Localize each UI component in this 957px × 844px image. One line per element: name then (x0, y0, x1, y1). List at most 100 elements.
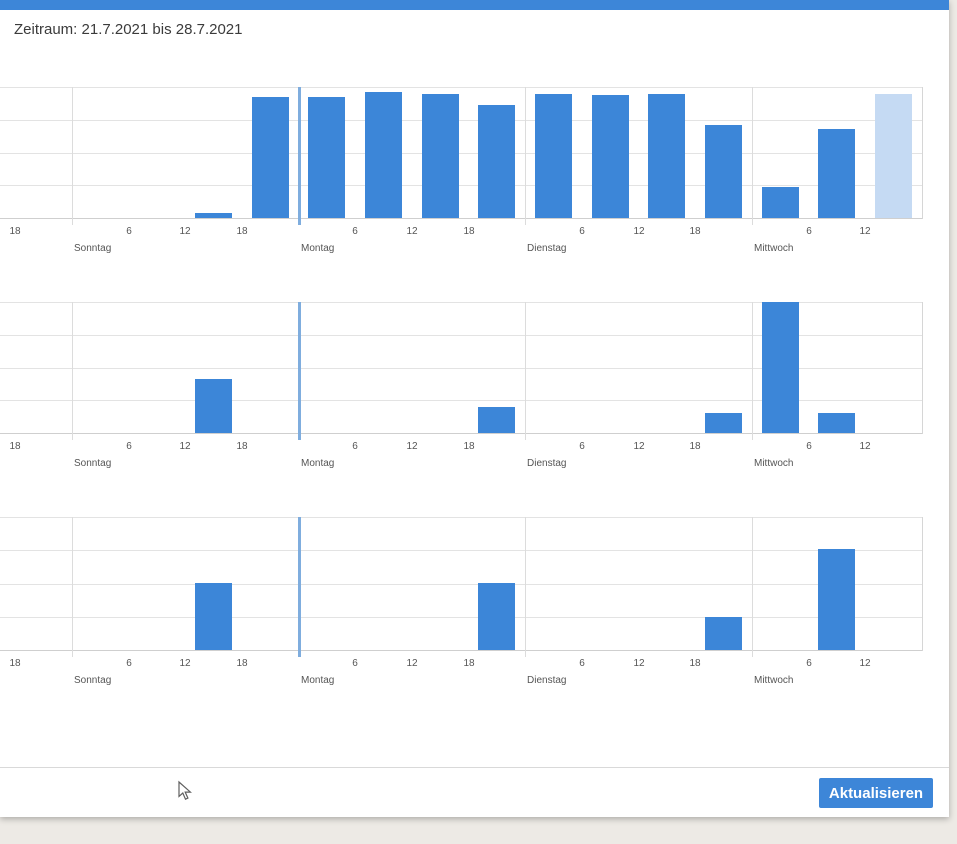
x-tick-label: 12 (859, 226, 871, 237)
x-tick-label: 6 (352, 226, 358, 237)
day-label: Sonntag (74, 243, 112, 254)
x-tick-label: 18 (463, 441, 475, 452)
x-tick-label: 6 (352, 658, 358, 669)
x-tick-label: 12 (859, 658, 871, 669)
day-label: Dienstag (527, 243, 567, 254)
x-tick-label: 6 (579, 441, 585, 452)
bar (195, 583, 232, 650)
footer-divider (0, 767, 949, 768)
x-tick-label: 18 (463, 658, 475, 669)
x-tick-label: 18 (236, 441, 248, 452)
x-tick-label: 12 (633, 226, 645, 237)
refresh-button[interactable]: Aktualisieren (819, 778, 933, 808)
day-label: Mittwoch (754, 458, 794, 469)
week-start-marker (298, 302, 301, 440)
x-axis-line (0, 650, 922, 651)
day-label: Montag (301, 675, 335, 686)
bar (252, 97, 289, 218)
x-tick-label: 6 (806, 226, 812, 237)
x-tick-label: 12 (406, 441, 418, 452)
y-gridline (0, 87, 922, 88)
day-separator (752, 517, 753, 657)
x-tick-label: 12 (633, 658, 645, 669)
bar (705, 413, 742, 433)
y-gridline (0, 120, 922, 121)
dialog-top-accent-bar (0, 0, 949, 10)
week-start-marker (298, 517, 301, 657)
charts-container: 18 6 12 18 6 12 18 6 12 18 6 12 Sonntag Montag Diensta… (0, 87, 923, 686)
bar (478, 105, 515, 218)
day-label: Mittwoch (754, 675, 794, 686)
x-tick-label: 6 (579, 658, 585, 669)
x-tick-label: 6 (126, 658, 132, 669)
y-gridline (0, 368, 922, 369)
x-tick-label: 6 (806, 441, 812, 452)
bar (365, 92, 402, 218)
x-tick-label: 6 (579, 226, 585, 237)
day-separator (72, 302, 73, 440)
y-gridline (0, 550, 922, 551)
bar (762, 302, 799, 433)
y-gridline (0, 584, 922, 585)
x-tick-label: 12 (406, 658, 418, 669)
day-label: Sonntag (74, 458, 112, 469)
x-tick-label: 12 (179, 441, 191, 452)
plot-right-border (922, 87, 923, 219)
day-label: Montag (301, 243, 335, 254)
bar (818, 129, 855, 218)
x-tick-label: 12 (179, 658, 191, 669)
bar (195, 379, 232, 433)
x-tick-label: 12 (179, 226, 191, 237)
x-tick-label: 6 (126, 226, 132, 237)
y-gridline (0, 302, 922, 303)
x-tick-label: 18 (236, 658, 248, 669)
day-label: Dienstag (527, 675, 567, 686)
x-tick-label: 12 (859, 441, 871, 452)
x-tick-label: 12 (633, 441, 645, 452)
x-tick-label: 18 (9, 441, 21, 452)
plot-right-border (922, 302, 923, 434)
x-axis-line (0, 433, 922, 434)
bar (705, 617, 742, 650)
x-tick-label: 18 (689, 658, 701, 669)
x-tick-label: 6 (806, 658, 812, 669)
week-start-marker (298, 87, 301, 225)
x-tick-label: 18 (689, 441, 701, 452)
day-label: Mittwoch (754, 243, 794, 254)
day-separator (525, 517, 526, 657)
plot-right-border (922, 517, 923, 651)
day-label: Sonntag (74, 675, 112, 686)
bar (535, 94, 572, 218)
day-separator (752, 87, 753, 225)
bar (592, 95, 629, 218)
x-tick-label: 18 (236, 226, 248, 237)
x-tick-label: 18 (689, 226, 701, 237)
x-axis-line (0, 218, 922, 219)
x-tick-label: 18 (463, 226, 475, 237)
bar (818, 413, 855, 433)
x-tick-label: 18 (9, 226, 21, 237)
x-tick-label: 18 (9, 658, 21, 669)
y-gridline (0, 517, 922, 518)
day-separator (752, 302, 753, 440)
bar (308, 97, 345, 218)
bar-current-period (875, 94, 912, 218)
y-gridline (0, 617, 922, 618)
y-gridline (0, 400, 922, 401)
bar (478, 407, 515, 433)
bar (422, 94, 459, 218)
x-tick-label: 6 (352, 441, 358, 452)
x-tick-label: 12 (406, 226, 418, 237)
y-gridline (0, 185, 922, 186)
bar (762, 187, 799, 218)
bar (818, 549, 855, 650)
y-gridline (0, 153, 922, 154)
day-label: Montag (301, 458, 335, 469)
bar (478, 583, 515, 650)
bar (705, 125, 742, 218)
day-separator (525, 87, 526, 225)
day-label: Dienstag (527, 458, 567, 469)
x-tick-label: 6 (126, 441, 132, 452)
y-gridline (0, 335, 922, 336)
